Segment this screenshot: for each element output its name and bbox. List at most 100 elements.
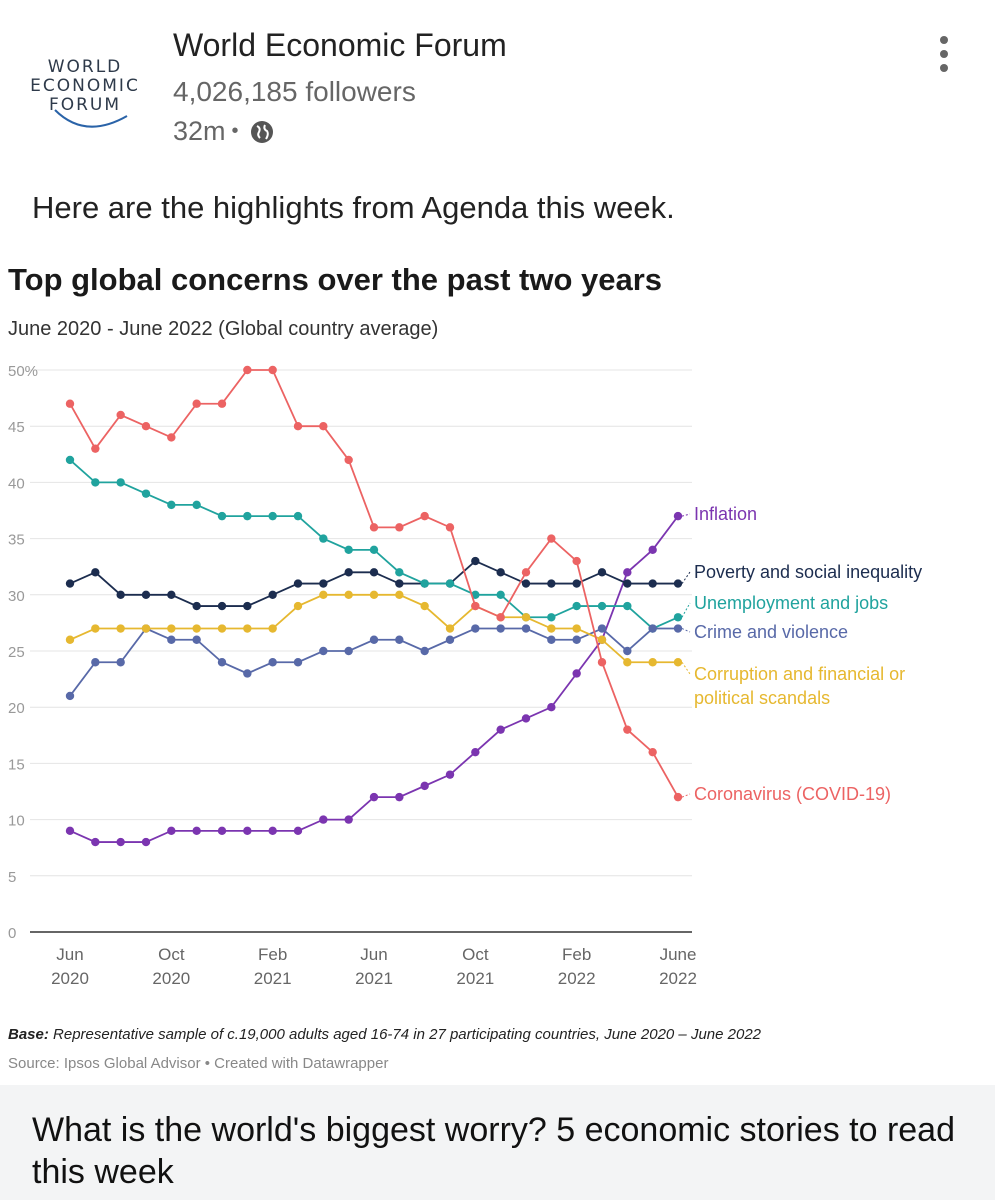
data-point (91, 444, 100, 453)
data-point (471, 624, 480, 633)
data-point (116, 590, 125, 599)
base-label: Base: (8, 1026, 49, 1043)
data-point (243, 365, 252, 375)
data-point (496, 624, 505, 633)
series-label: political scandals (694, 688, 830, 708)
data-point (268, 365, 277, 375)
data-point (319, 579, 328, 588)
x-tick-label: Oct (462, 945, 489, 964)
data-point (597, 624, 607, 633)
data-point (648, 658, 657, 667)
data-point (673, 624, 683, 633)
data-point (547, 703, 556, 712)
data-point (496, 590, 505, 599)
post-header: WORLD ECONOMIC FORUM World Economic Foru… (0, 0, 995, 225)
line-chart: 0 5 10 15 20 25 30 35 40 45 50% Jun 2020 Oct 2020 Feb 20… (8, 363, 922, 988)
data-point (65, 826, 75, 836)
data-point (395, 568, 404, 577)
data-point (344, 590, 353, 599)
data-point (192, 399, 201, 408)
data-point (116, 837, 125, 847)
data-point (141, 624, 151, 633)
data-point (141, 590, 151, 599)
data-point (623, 658, 632, 667)
data-point (243, 511, 252, 521)
data-point (420, 601, 429, 611)
data-point (65, 635, 75, 644)
y-tick-label: 15 (8, 756, 25, 773)
data-point (547, 579, 556, 588)
data-point (673, 792, 683, 802)
data-point (319, 815, 328, 824)
data-point (521, 613, 531, 622)
data-point (192, 601, 201, 611)
series-label: Coronavirus (COVID-19) (694, 784, 891, 804)
chart-base-note: Base: Representative sample of c.19,000 … (8, 1026, 761, 1043)
label-connector (681, 602, 691, 618)
data-point (91, 624, 100, 633)
chart-source: Source: Ipsos Global Advisor • Created w… (8, 1055, 389, 1072)
data-point (243, 669, 252, 678)
data-point (648, 579, 657, 588)
data-point (572, 579, 581, 588)
data-point (369, 635, 379, 644)
y-tick-label: 0 (8, 925, 16, 942)
chart-image[interactable]: Top global concerns over the past two ye… (0, 250, 995, 1085)
data-point (395, 579, 404, 588)
post-meta: 32m • (173, 116, 275, 147)
data-point (572, 635, 581, 644)
data-point (547, 635, 556, 644)
data-point (496, 725, 505, 734)
y-tick-label: 50% (8, 363, 38, 380)
data-point (623, 579, 632, 588)
x-tick-label: 2021 (355, 969, 393, 988)
data-point (167, 433, 176, 442)
data-point (471, 556, 480, 566)
article-link-card[interactable]: What is the world's biggest worry? 5 eco… (0, 1085, 995, 1200)
data-point (65, 455, 75, 465)
data-point (319, 590, 328, 599)
data-point (673, 613, 683, 622)
more-options-button[interactable] (928, 34, 960, 74)
x-tick-label: 2020 (152, 969, 190, 988)
meta-separator: • (231, 120, 239, 142)
data-point (445, 624, 455, 633)
data-point (623, 568, 632, 577)
data-point (420, 511, 429, 521)
y-tick-label: 20 (8, 700, 25, 717)
data-point (344, 545, 353, 555)
data-point (167, 590, 176, 599)
post-time: 32m (173, 116, 226, 146)
data-point (293, 579, 303, 588)
series-label: Unemployment and jobs (694, 593, 888, 613)
x-tick-label: Oct (158, 945, 185, 964)
data-point (344, 646, 353, 656)
globe-icon (249, 119, 275, 145)
post-caption: Here are the highlights from Agenda this… (32, 190, 675, 225)
y-tick-label: 25 (8, 644, 25, 661)
data-point (293, 601, 303, 611)
data-point (268, 590, 277, 599)
data-point (167, 826, 176, 836)
data-point (445, 770, 455, 779)
data-point (572, 624, 581, 633)
label-connector (681, 628, 691, 633)
data-point (243, 624, 252, 633)
follower-count: 4,026,185 followers (173, 76, 416, 107)
wef-logo[interactable]: WORLD ECONOMIC FORUM (20, 58, 150, 138)
data-point (547, 534, 556, 543)
data-point (623, 601, 632, 611)
data-point (293, 658, 303, 667)
y-tick-label: 45 (8, 419, 25, 436)
data-point (445, 635, 455, 644)
label-connector (681, 661, 691, 675)
author-name[interactable]: World Economic Forum (173, 27, 507, 63)
data-point (547, 613, 556, 622)
data-point (344, 455, 353, 465)
data-point (673, 658, 683, 667)
data-point (597, 568, 607, 577)
data-point (141, 489, 151, 498)
base-text: Representative sample of c.19,000 adults… (48, 1026, 762, 1043)
data-point (369, 523, 379, 532)
data-point (192, 635, 201, 644)
